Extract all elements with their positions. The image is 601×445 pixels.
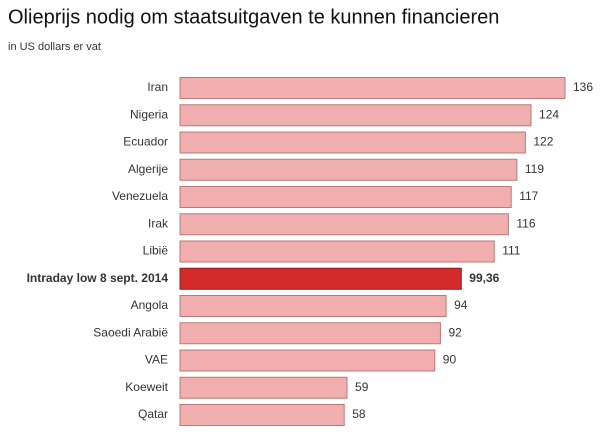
bar — [179, 349, 436, 372]
bar — [179, 240, 495, 263]
bar — [179, 267, 462, 290]
value-label: 90 — [443, 353, 457, 367]
bar — [179, 77, 566, 99]
value-label: 58 — [352, 407, 366, 421]
category-label: Ecuador — [123, 135, 168, 149]
value-label: 59 — [355, 380, 369, 394]
value-label: 124 — [539, 107, 559, 121]
category-label: Algerije — [128, 162, 168, 176]
bar — [179, 404, 345, 426]
bar — [179, 158, 518, 181]
bar — [179, 295, 447, 317]
bar — [179, 322, 441, 345]
value-label: 111 — [502, 244, 521, 258]
category-label: Intraday low 8 sept. 2014 — [27, 271, 169, 285]
value-label: 136 — [573, 80, 593, 94]
category-label: Angola — [131, 298, 169, 312]
value-label: 94 — [454, 298, 468, 312]
bar — [179, 104, 532, 127]
chart-title: Olieprijs nodig om staatsuitgaven te kun… — [8, 6, 499, 28]
category-label: Koeweit — [125, 380, 168, 394]
value-label: 116 — [516, 216, 535, 230]
category-label: VAE — [145, 353, 168, 367]
value-label: 99,36 — [469, 271, 499, 285]
value-label: 122 — [533, 135, 553, 149]
category-label: Venezuela — [112, 189, 168, 203]
value-label: 119 — [525, 162, 544, 176]
chart-subtitle: in US dollars er vat — [8, 41, 101, 53]
category-label: Irak — [148, 216, 169, 230]
bar — [179, 376, 348, 399]
category-label: Saoedi Arabië — [93, 325, 168, 339]
category-label: Qatar — [138, 407, 168, 421]
value-label: 92 — [448, 325, 462, 339]
category-label: Libië — [143, 244, 169, 258]
bar — [179, 186, 512, 208]
bar — [179, 213, 509, 236]
category-label: Iran — [147, 80, 168, 94]
value-label: 117 — [519, 189, 538, 203]
category-label: Nigeria — [130, 107, 168, 121]
bar — [179, 131, 526, 154]
